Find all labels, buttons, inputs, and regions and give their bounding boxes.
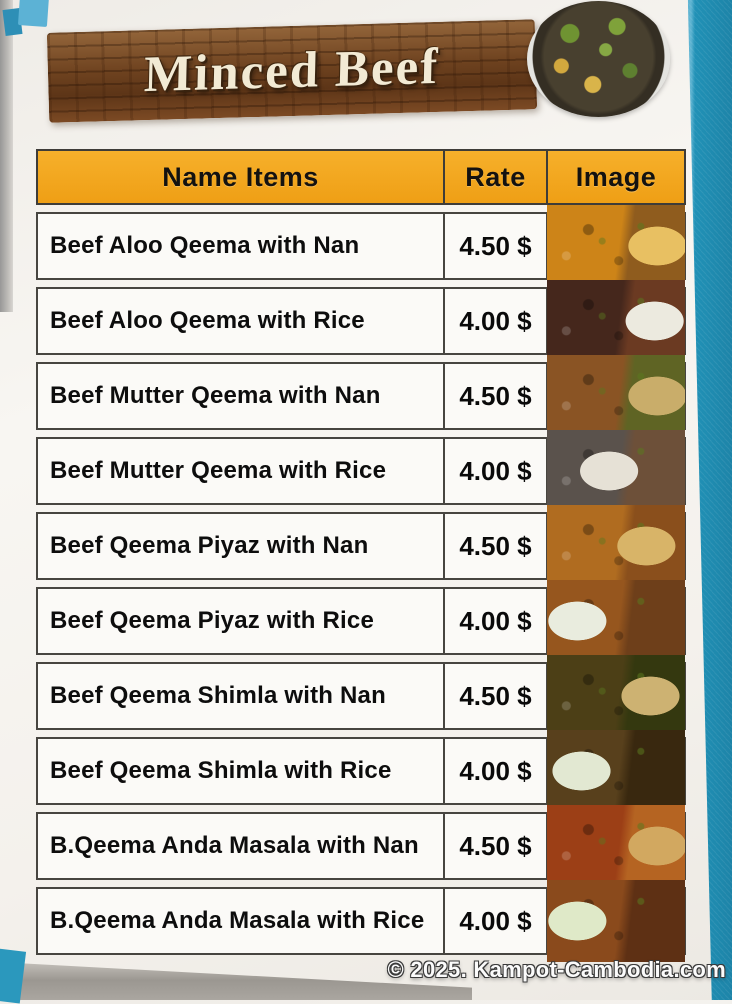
dish-name: Beef Qeema Shimla with Rice <box>50 757 392 784</box>
dish-rate: 4.00 $ <box>443 439 546 503</box>
column-header-image: Image <box>546 151 684 203</box>
menu-row: Beef Qeema Shimla with Rice 4.00 $ <box>36 730 686 812</box>
table-header-row: Name Items Rate Image <box>36 149 686 205</box>
dish-image-cell <box>546 580 685 662</box>
menu-table: Name Items Rate Image Beef Aloo Qeema wi… <box>36 149 686 962</box>
dish-rate: 4.50 $ <box>443 814 546 878</box>
dish-name: Beef Qeema Shimla with Nan <box>50 682 386 709</box>
menu-row: Beef Qeema Piyaz with Nan 4.50 $ <box>36 505 686 587</box>
dish-rate: 4.50 $ <box>443 514 546 578</box>
dish-image-cell <box>546 880 685 962</box>
dish-photo <box>547 280 685 362</box>
dish-image-cell <box>546 505 685 587</box>
dish-name: Beef Mutter Qeema with Rice <box>50 457 387 484</box>
dish-image-cell <box>546 805 685 887</box>
dish-name: Beef Qeema Piyaz with Rice <box>50 607 374 634</box>
column-header-name: Name Items <box>162 161 319 192</box>
dish-image-cell <box>546 280 685 362</box>
menu-row: Beef Qeema Shimla with Nan 4.50 $ <box>36 655 686 737</box>
divider-tab-top-light <box>17 0 50 27</box>
dish-image-cell <box>546 430 685 512</box>
dish-name: Beef Aloo Qeema with Nan <box>50 232 360 259</box>
dish-rate: 4.50 $ <box>443 214 546 278</box>
menu-cover-edge <box>687 0 732 1000</box>
menu-row: Beef Mutter Qeema with Rice 4.00 $ <box>36 430 686 512</box>
section-banner: Minced Beef <box>46 19 538 123</box>
dish-name: Beef Mutter Qeema with Nan <box>50 382 381 409</box>
binder-edge-strip <box>0 0 13 312</box>
dish-name: B.Qeema Anda Masala with Rice <box>50 907 425 934</box>
copyright-watermark: © 2025. Kampot-Cambodia.com <box>387 957 726 982</box>
dish-photo <box>547 730 685 812</box>
menu-row: B.Qeema Anda Masala with Nan 4.50 $ <box>36 805 686 887</box>
dish-photo <box>547 580 685 662</box>
menu-row: Beef Mutter Qeema with Nan 4.50 $ <box>36 355 686 437</box>
dish-image-cell <box>546 355 685 437</box>
column-header-rate: Rate <box>443 151 546 203</box>
dish-name: Beef Aloo Qeema with Rice <box>50 307 365 334</box>
menu-row: Beef Aloo Qeema with Rice 4.00 $ <box>36 280 686 362</box>
dish-photo <box>547 880 685 962</box>
dish-photo <box>547 505 685 587</box>
dish-name: Beef Qeema Piyaz with Nan <box>50 532 369 559</box>
dish-image-cell <box>546 205 685 287</box>
menu-row: Beef Qeema Piyaz with Rice 4.00 $ <box>36 580 686 662</box>
dish-photo <box>547 430 685 512</box>
section-title: Minced Beef <box>143 38 441 104</box>
dish-rate: 4.00 $ <box>443 889 546 953</box>
menu-rows: Beef Aloo Qeema with Nan 4.50 $ Beef Alo… <box>36 205 686 962</box>
dish-photo <box>547 655 685 737</box>
dish-photo <box>547 805 685 887</box>
minced-beef-bowl-photo <box>527 1 670 117</box>
dish-name: B.Qeema Anda Masala with Nan <box>50 832 419 859</box>
dish-rate: 4.00 $ <box>443 589 546 653</box>
dish-rate: 4.50 $ <box>443 364 546 428</box>
dish-rate: 4.50 $ <box>443 664 546 728</box>
menu-row: Beef Aloo Qeema with Nan 4.50 $ <box>36 205 686 287</box>
dish-image-cell <box>546 655 685 737</box>
dish-rate: 4.00 $ <box>443 289 546 353</box>
dish-rate: 4.00 $ <box>443 739 546 803</box>
dish-photo <box>547 355 685 437</box>
dish-photo <box>547 205 685 287</box>
menu-row: B.Qeema Anda Masala with Rice 4.00 $ <box>36 880 686 962</box>
dish-image-cell <box>546 730 685 812</box>
